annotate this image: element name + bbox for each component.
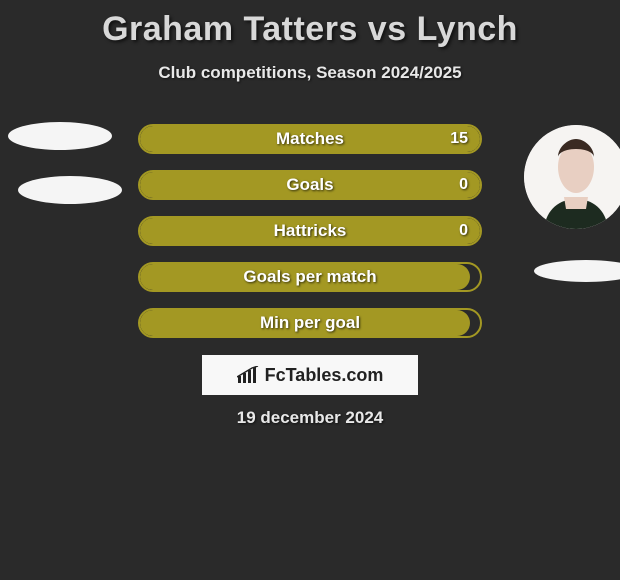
bar-min-per-goal: Min per goal [138,308,482,338]
avatar-left-placeholder-2 [18,176,122,204]
bar-label: Min per goal [140,310,480,336]
bar-value-right: 0 [459,172,468,198]
bar-goals: Goals 0 [138,170,482,200]
subtitle: Club competitions, Season 2024/2025 [0,63,620,83]
person-icon [524,125,620,229]
brand-logo: FcTables.com [202,355,418,395]
page-title: Graham Tatters vs Lynch [0,0,620,49]
date-label: 19 december 2024 [0,408,620,428]
avatar-left-placeholder-1 [8,122,112,150]
bar-matches: Matches 15 [138,124,482,154]
brand-name: FcTables.com [265,365,384,386]
bar-label: Matches [140,126,480,152]
bar-label: Goals [140,172,480,198]
bar-goals-per-match: Goals per match [138,262,482,292]
bar-label: Hattricks [140,218,480,244]
bar-value-right: 0 [459,218,468,244]
bar-label: Goals per match [140,264,480,290]
chart-icon [237,366,259,384]
stats-bars: Matches 15 Goals 0 Hattricks 0 Goals per… [138,124,482,354]
bar-value-right: 15 [450,126,468,152]
avatar-right-placeholder [534,260,620,282]
bar-hattricks: Hattricks 0 [138,216,482,246]
avatar-right [524,125,620,229]
